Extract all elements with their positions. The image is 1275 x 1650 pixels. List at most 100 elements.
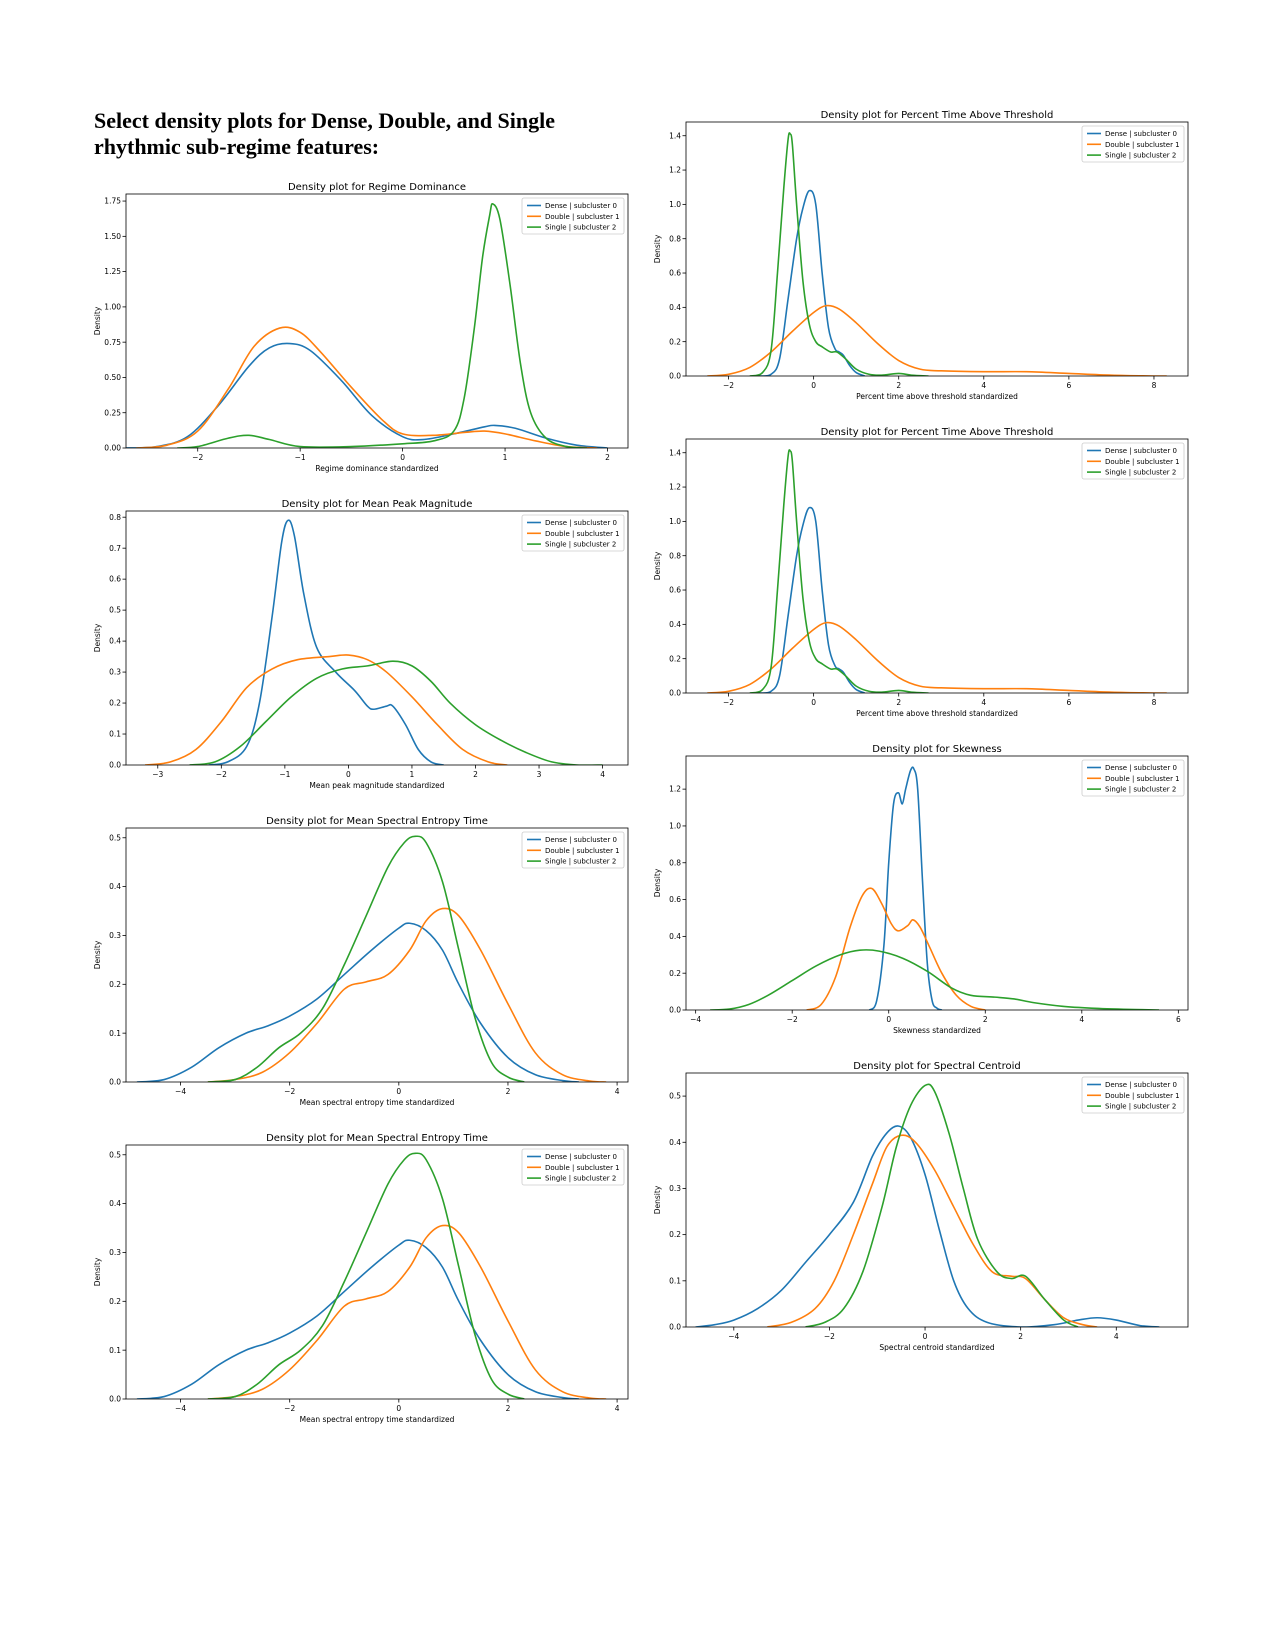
legend-entry: Dense | subcluster 0: [1105, 1081, 1177, 1089]
y-tick-label: 0.8: [109, 513, 121, 522]
legend-box: [521, 831, 625, 869]
x-tick-label: 4: [981, 698, 986, 707]
legend-entry: Single | subcluster 2: [1105, 152, 1176, 160]
x-tick-label: 0: [396, 1404, 401, 1413]
legend-box: [1081, 759, 1185, 797]
chart-title: Density plot for Mean Spectral Entropy T…: [266, 1133, 488, 1144]
x-tick-label: 2: [896, 698, 901, 707]
legend-entry: Double | subcluster 1: [1105, 1092, 1180, 1100]
density-line-0: [136, 922, 579, 1082]
x-tick-label: −4: [175, 1404, 186, 1413]
density-line-1: [207, 1224, 607, 1399]
y-tick-label: 0.4: [109, 882, 121, 891]
legend-entry: Single | subcluster 2: [545, 858, 616, 866]
x-tick-label: 2: [605, 453, 610, 462]
legend-entry: Double | subcluster 1: [545, 847, 620, 855]
y-tick-label: 0.0: [669, 689, 681, 698]
x-tick-label: −2: [216, 770, 227, 779]
density-line-2: [189, 660, 603, 765]
legend-entry: Dense | subcluster 0: [545, 1153, 617, 1161]
legend: Dense | subcluster 0 Double | subcluster …: [521, 197, 625, 235]
legend-box: [1081, 442, 1185, 480]
legend-entry: Dense | subcluster 0: [1105, 130, 1177, 138]
x-axis-label: Mean peak magnitude standardized: [309, 781, 444, 790]
chart-title: Density plot for Spectral Centroid: [853, 1061, 1020, 1072]
legend: Dense | subcluster 0 Double | subcluster …: [521, 514, 625, 552]
axes-frame: [125, 1144, 629, 1400]
y-tick-label: 0.3: [109, 668, 121, 677]
chart-mean-spectral-entropy-time-1: Density plot for Mean Spectral Entropy T…: [93, 816, 629, 1107]
legend: Dense | subcluster 0 Double | subcluster …: [1081, 1076, 1185, 1114]
y-tick-label: 1.4: [669, 448, 681, 457]
chart-skewness: Density plot for Skewness −4 −2 0 2 4 6 0.0 0.2 0…: [653, 744, 1189, 1035]
chart-mean-spectral-entropy-time-2: Density plot for Mean Spectral Entropy T…: [93, 1133, 629, 1424]
density-line-0: [868, 766, 943, 1010]
plot-area: [144, 519, 603, 765]
y-tick-label: 0.4: [669, 1138, 681, 1147]
density-line-0: [126, 342, 608, 448]
chart-title: Density plot for Mean Spectral Entropy T…: [266, 816, 488, 827]
plot-area: [136, 835, 607, 1082]
legend: Dense | subcluster 0 Double | subcluster …: [1081, 759, 1185, 797]
y-tick-label: 0.5: [109, 1150, 121, 1159]
x-tick-label: 0: [396, 1087, 401, 1096]
x-axis-label: Mean spectral entropy time standardized: [300, 1098, 455, 1107]
y-axis-label: Density: [93, 306, 102, 335]
y-tick-label: 1.2: [669, 785, 681, 794]
axes-frame: [125, 827, 629, 1083]
x-tick-label: −2: [284, 1087, 295, 1096]
x-tick-label: 0: [811, 698, 816, 707]
x-tick-label: −2: [723, 381, 734, 390]
y-tick-label: 0.00: [104, 444, 121, 453]
density-line-2: [710, 949, 1160, 1010]
x-tick-label: 6: [1066, 698, 1071, 707]
y-tick-label: 0.2: [669, 654, 681, 663]
x-tick-label: 4: [615, 1404, 620, 1413]
legend: Dense | subcluster 0 Double | subcluster …: [1081, 442, 1185, 480]
y-tick-label: 0.4: [109, 637, 121, 646]
chart-title: Density plot for Skewness: [872, 744, 1002, 755]
y-tick-label: 0.7: [109, 544, 121, 553]
y-tick-label: 0.0: [669, 372, 681, 381]
x-tick-label: 4: [981, 381, 986, 390]
y-tick-label: 0.3: [669, 1184, 681, 1193]
x-tick-label: −4: [728, 1332, 739, 1341]
x-tick-label: 3: [537, 770, 542, 779]
y-tick-label: 0.3: [109, 931, 121, 940]
y-axis-label: Density: [653, 234, 662, 263]
axes-frame: [685, 755, 1189, 1011]
y-tick-label: 0.0: [109, 761, 121, 770]
chart-regime-dominance: Density plot for Regime Dominance −2 −1 0 1 2…: [93, 182, 629, 473]
x-tick-label: 2: [983, 1015, 988, 1024]
x-tick-label: −1: [295, 453, 306, 462]
y-tick-label: 0.2: [669, 969, 681, 978]
density-line-1: [767, 1134, 1098, 1327]
legend-entry: Double | subcluster 1: [1105, 775, 1180, 783]
y-tick-label: 0.5: [669, 1092, 681, 1101]
x-tick-label: −4: [690, 1015, 701, 1024]
density-line-2: [207, 835, 525, 1082]
y-tick-label: 0.1: [109, 1029, 121, 1038]
y-tick-label: 0.2: [669, 1230, 681, 1239]
y-tick-label: 0.6: [669, 895, 681, 904]
density-line-1: [207, 907, 607, 1082]
density-line-1: [144, 654, 508, 765]
y-tick-label: 0.2: [109, 980, 121, 989]
x-tick-label: 1: [410, 770, 415, 779]
legend-box: [521, 514, 625, 552]
y-tick-label: 0.1: [109, 1346, 121, 1355]
x-tick-label: 2: [473, 770, 478, 779]
y-tick-label: 1.0: [669, 200, 681, 209]
x-tick-label: −4: [175, 1087, 186, 1096]
x-tick-label: −2: [787, 1015, 798, 1024]
density-line-0: [695, 1125, 1160, 1327]
legend-entry: Double | subcluster 1: [545, 213, 620, 221]
legend-entry: Double | subcluster 1: [1105, 141, 1180, 149]
legend-box: [521, 1148, 625, 1186]
y-tick-label: 0.8: [669, 858, 681, 867]
x-tick-label: 4: [600, 770, 605, 779]
x-axis-label: Percent time above threshold standardize…: [856, 392, 1018, 401]
chart-mean-peak-magnitude: Density plot for Mean Peak Magnitude −3 −2…: [93, 499, 629, 790]
y-tick-label: 1.75: [104, 197, 121, 206]
chart-title: Density plot for Regime Dominance: [288, 182, 466, 193]
